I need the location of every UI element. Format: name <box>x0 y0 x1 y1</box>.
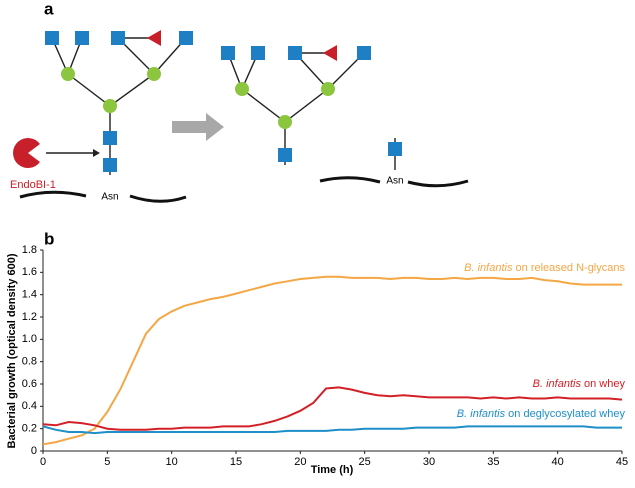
y-tick-label: 1.4 <box>22 289 37 301</box>
y-tick-label: 0.2 <box>22 423 37 435</box>
x-tick-label: 45 <box>616 456 628 468</box>
y-tick-label: 1.0 <box>22 333 37 345</box>
x-tick-label: 25 <box>359 456 371 468</box>
x-tick-label: 5 <box>104 456 110 468</box>
y-tick-label: 1.8 <box>22 244 37 256</box>
series-line <box>42 275 622 446</box>
x-tick-label: 40 <box>552 456 564 468</box>
glycan-left <box>13 30 193 203</box>
x-tick-label: 35 <box>487 456 499 468</box>
glycan-right <box>221 45 469 188</box>
y-tick-label: 0.8 <box>22 356 37 368</box>
y-axis-label: Bacterial growth (optical density 600) <box>6 253 18 448</box>
series-line <box>42 386 623 431</box>
y-tick-label: 0 <box>31 445 37 457</box>
panel-label: a <box>44 0 54 18</box>
enzyme-label: EndoBI-1 <box>10 179 56 191</box>
panel-a: a EndoBI-1 Asn Asn <box>10 0 469 203</box>
x-tick-label: 10 <box>166 456 178 468</box>
y-tick-label: 0.4 <box>22 400 37 412</box>
panel-label: b <box>44 229 54 248</box>
x-tick-label: 20 <box>294 456 306 468</box>
series-line <box>42 425 622 435</box>
series-label: B. infantis on whey <box>533 378 626 390</box>
series-label: B. infantis on released N-glycans <box>464 262 625 274</box>
y-tick-label: 1.6 <box>22 266 37 278</box>
x-tick-label: 0 <box>40 456 46 468</box>
y-tick-label: 1.2 <box>22 311 37 323</box>
reaction-arrow <box>172 113 224 141</box>
x-tick-label: 15 <box>230 456 242 468</box>
x-tick-label: 30 <box>423 456 435 468</box>
x-axis-label: Time (h) <box>311 464 354 476</box>
series-label: B. infantis on deglycosylated whey <box>457 408 626 420</box>
site-label: Asn <box>386 176 403 187</box>
site-label: Asn <box>101 192 118 203</box>
y-tick-label: 0.6 <box>22 378 37 390</box>
